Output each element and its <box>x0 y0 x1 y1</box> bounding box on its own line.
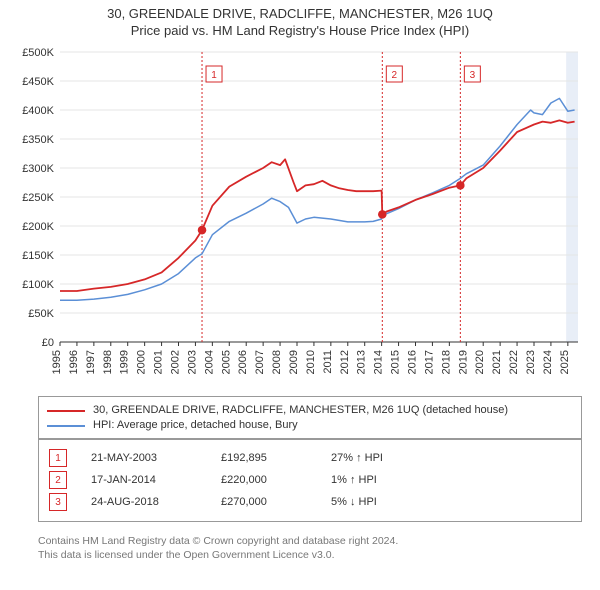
svg-text:2007: 2007 <box>254 350 266 374</box>
svg-text:£50K: £50K <box>28 308 54 320</box>
svg-text:2008: 2008 <box>271 350 283 374</box>
title-main: 30, GREENDALE DRIVE, RADCLIFFE, MANCHEST… <box>0 6 600 21</box>
svg-text:1996: 1996 <box>68 350 80 374</box>
sale-badge-3: 3 <box>49 493 67 511</box>
svg-text:2015: 2015 <box>390 350 402 374</box>
svg-text:2006: 2006 <box>237 350 249 374</box>
svg-text:2022: 2022 <box>508 350 520 374</box>
sale-change-3: 5% ↓ HPI <box>331 496 451 508</box>
svg-text:2009: 2009 <box>288 350 300 374</box>
sale-row-1: 1 21-MAY-2003 £192,895 27% ↑ HPI <box>49 447 571 469</box>
svg-text:1999: 1999 <box>119 350 131 374</box>
sale-row-2: 2 17-JAN-2014 £220,000 1% ↑ HPI <box>49 469 571 491</box>
sale-price-1: £192,895 <box>221 452 331 464</box>
svg-text:2021: 2021 <box>491 350 503 374</box>
svg-text:2019: 2019 <box>457 350 469 374</box>
svg-text:£450K: £450K <box>22 76 54 88</box>
legend-swatch-property <box>47 410 85 412</box>
svg-text:£250K: £250K <box>22 192 54 204</box>
footer-line-1: Contains HM Land Registry data © Crown c… <box>38 534 582 548</box>
legend-swatch-hpi <box>47 425 85 427</box>
svg-text:1995: 1995 <box>51 350 63 374</box>
svg-text:2016: 2016 <box>406 350 418 374</box>
svg-text:2017: 2017 <box>423 350 435 374</box>
chart-svg: £0 £50K £100K £150K £200K £250K £300K £350K £400… <box>0 46 600 386</box>
chart-area: £0 £50K £100K £150K £200K £250K £300K £350K £400… <box>0 46 600 386</box>
sale-date-3: 24-AUG-2018 <box>91 496 221 508</box>
footer: Contains HM Land Registry data © Crown c… <box>38 534 582 562</box>
sale-change-1: 27% ↑ HPI <box>331 452 451 464</box>
legend-label-property: 30, GREENDALE DRIVE, RADCLIFFE, MANCHEST… <box>93 403 508 418</box>
sale-badge-1: 1 <box>49 449 67 467</box>
svg-text:£500K: £500K <box>22 47 54 59</box>
sale-price-2: £220,000 <box>221 474 331 486</box>
svg-text:2010: 2010 <box>305 350 317 374</box>
svg-text:£150K: £150K <box>22 250 54 262</box>
sales-table: 1 21-MAY-2003 £192,895 27% ↑ HPI 2 17-JA… <box>38 438 582 522</box>
svg-text:2014: 2014 <box>373 350 385 374</box>
svg-text:2011: 2011 <box>322 350 334 374</box>
svg-text:1998: 1998 <box>102 350 114 374</box>
svg-text:1: 1 <box>211 70 217 81</box>
svg-text:2003: 2003 <box>186 350 198 374</box>
svg-text:2000: 2000 <box>136 350 148 374</box>
svg-text:2024: 2024 <box>542 350 554 374</box>
sale-price-3: £270,000 <box>221 496 331 508</box>
svg-text:£100K: £100K <box>22 279 54 291</box>
sale-row-3: 3 24-AUG-2018 £270,000 5% ↓ HPI <box>49 491 571 513</box>
svg-text:£350K: £350K <box>22 134 54 146</box>
svg-text:2004: 2004 <box>203 350 215 374</box>
title-sub: Price paid vs. HM Land Registry's House … <box>0 23 600 38</box>
svg-text:2001: 2001 <box>153 350 165 374</box>
svg-text:1997: 1997 <box>85 350 97 374</box>
svg-text:£200K: £200K <box>22 221 54 233</box>
svg-text:2: 2 <box>392 70 398 81</box>
legend-item-hpi: HPI: Average price, detached house, Bury <box>47 418 573 433</box>
sale-date-2: 17-JAN-2014 <box>91 474 221 486</box>
svg-text:2005: 2005 <box>220 350 232 374</box>
chart-container: 30, GREENDALE DRIVE, RADCLIFFE, MANCHEST… <box>0 0 600 590</box>
titles: 30, GREENDALE DRIVE, RADCLIFFE, MANCHEST… <box>0 0 600 38</box>
svg-text:£400K: £400K <box>22 105 54 117</box>
footer-line-2: This data is licensed under the Open Gov… <box>38 548 582 562</box>
svg-text:2025: 2025 <box>559 350 571 374</box>
svg-text:2018: 2018 <box>440 350 452 374</box>
svg-text:2002: 2002 <box>169 350 181 374</box>
legend-label-hpi: HPI: Average price, detached house, Bury <box>93 418 298 433</box>
sale-change-2: 1% ↑ HPI <box>331 474 451 486</box>
svg-text:2012: 2012 <box>339 350 351 374</box>
svg-text:£300K: £300K <box>22 163 54 175</box>
svg-text:2023: 2023 <box>525 350 537 374</box>
svg-text:3: 3 <box>470 70 476 81</box>
svg-text:2020: 2020 <box>474 350 486 374</box>
sale-date-1: 21-MAY-2003 <box>91 452 221 464</box>
svg-text:2013: 2013 <box>356 350 368 374</box>
legend-item-property: 30, GREENDALE DRIVE, RADCLIFFE, MANCHEST… <box>47 403 573 418</box>
svg-text:£0: £0 <box>42 337 54 349</box>
sale-badge-2: 2 <box>49 471 67 489</box>
legend: 30, GREENDALE DRIVE, RADCLIFFE, MANCHEST… <box>38 396 582 440</box>
